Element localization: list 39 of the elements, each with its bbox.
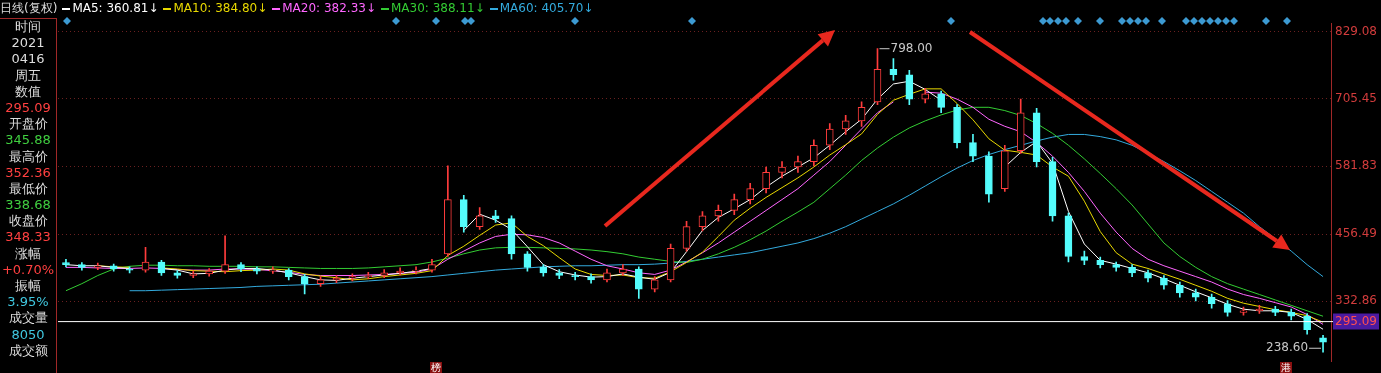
chart-title: 日线(复权) bbox=[0, 1, 58, 15]
annotation: 榜 bbox=[430, 362, 442, 373]
legend-label: MA60: 405.70↓ bbox=[499, 1, 594, 15]
text: 数值 bbox=[14, 83, 42, 100]
text: 最低价 bbox=[7, 180, 49, 198]
candlestick bbox=[1319, 334, 1327, 353]
legend-label: MA5: 360.81↓ bbox=[72, 1, 159, 15]
text: 最高价 bbox=[7, 148, 49, 165]
text: 8050 bbox=[10, 326, 46, 343]
annotation: 238.60 bbox=[1266, 340, 1309, 355]
candlestick bbox=[221, 235, 229, 274]
annotation: 798.00 bbox=[890, 40, 933, 55]
text: +0.70% bbox=[0, 261, 56, 278]
y-tick-label: 332.86 bbox=[1335, 293, 1377, 308]
text: 开盘价 bbox=[7, 116, 49, 133]
y-tick-label: 456.49 bbox=[1335, 226, 1377, 241]
text: 周五 bbox=[14, 67, 42, 84]
legend-label: MA10: 384.80↓ bbox=[173, 1, 268, 15]
text: 时间 bbox=[14, 19, 42, 36]
ref-line-label: 295.09 bbox=[1335, 313, 1377, 328]
text: 338.68 bbox=[4, 197, 52, 214]
text: 振幅 bbox=[14, 278, 42, 295]
text: 0416 bbox=[10, 51, 46, 68]
text: 3.95% bbox=[6, 294, 50, 311]
text: 成交量 bbox=[7, 310, 49, 327]
annotation: 港 bbox=[1280, 362, 1292, 373]
legend-label: MA30: 388.11↓ bbox=[390, 1, 485, 15]
text: 345.88 bbox=[4, 132, 52, 149]
text: 2021 bbox=[10, 35, 46, 52]
text: 成交额 bbox=[7, 342, 49, 359]
text: 涨幅 bbox=[14, 245, 42, 262]
text: 348.33 bbox=[4, 229, 52, 246]
y-tick-label: 705.45 bbox=[1335, 91, 1377, 106]
legend-label: MA20: 382.33↓ bbox=[282, 1, 376, 15]
text: 295.09 bbox=[4, 99, 52, 117]
y-tick-label: 829.08 bbox=[1335, 23, 1377, 38]
text: 352.36 bbox=[4, 164, 52, 181]
y-tick-label: 581.83 bbox=[1335, 158, 1377, 173]
text: 收盘价 bbox=[7, 213, 49, 230]
